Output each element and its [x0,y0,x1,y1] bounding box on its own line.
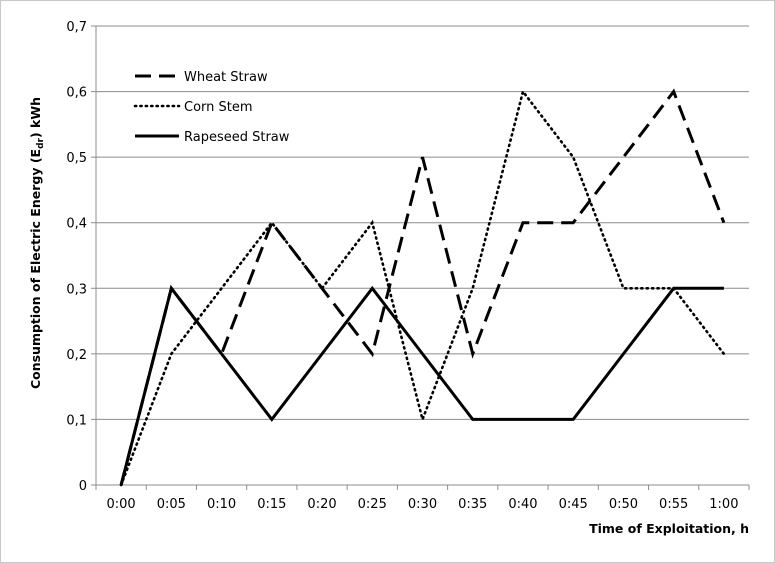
legend-label: Wheat Straw [184,70,268,85]
x-tick-label: 0:20 [307,497,336,512]
tick-labels: 0 0,1 0,2 0,3 0,4 0,5 0,6 0,7 0:00 0:05 0:10 0:15 0:… [66,20,738,512]
y-tick-label: 0,6 [66,86,87,101]
x-axis-title: Time of Exploitation, h [589,521,749,536]
series-line-wheat-straw [119,88,726,486]
x-tick-label: 0:15 [257,497,286,512]
series-line-rapeseed-straw [119,284,724,486]
axes [91,25,750,490]
legend-label: Rapeseed Straw [184,130,290,145]
x-tick-label: 0:50 [609,497,638,512]
x-tick-label: 0:45 [559,497,588,512]
gridlines [96,25,749,420]
x-tick-label: 0:55 [659,497,688,512]
y-tick-label: 0 [79,479,87,494]
y-tick-label: 0,5 [66,151,87,166]
series-lines [119,88,726,487]
y-tick-label: 0,3 [66,282,87,297]
x-tick-label: 0:40 [508,497,537,512]
legend: Wheat Straw Corn Stem Rapeseed Straw [133,70,290,145]
x-tick-label: 0:35 [458,497,487,512]
x-tick-label: 0:25 [358,497,387,512]
x-tick-label: 0:05 [157,497,186,512]
y-axis-title: Consumption of Electric Energy (Edr) kWh [28,97,46,389]
legend-label: Corn Stem [184,100,253,115]
y-tick-label: 0,1 [66,413,87,428]
y-tick-label: 0,7 [66,20,87,35]
y-tick-label: 0,4 [66,217,87,232]
series-line-corn-stem [119,88,726,487]
y-axis-title-subscript: dr [36,137,46,148]
x-tick-label: 0:00 [107,497,136,512]
y-tick-label: 0,2 [66,348,87,363]
x-tick-label: 0:30 [408,497,437,512]
y-axis-title-main: Consumption of Electric Energy (E [28,149,43,389]
x-tick-label: 0:10 [207,497,236,512]
y-axis-title-end: ) kWh [28,97,43,138]
x-tick-label: 1:00 [709,497,738,512]
